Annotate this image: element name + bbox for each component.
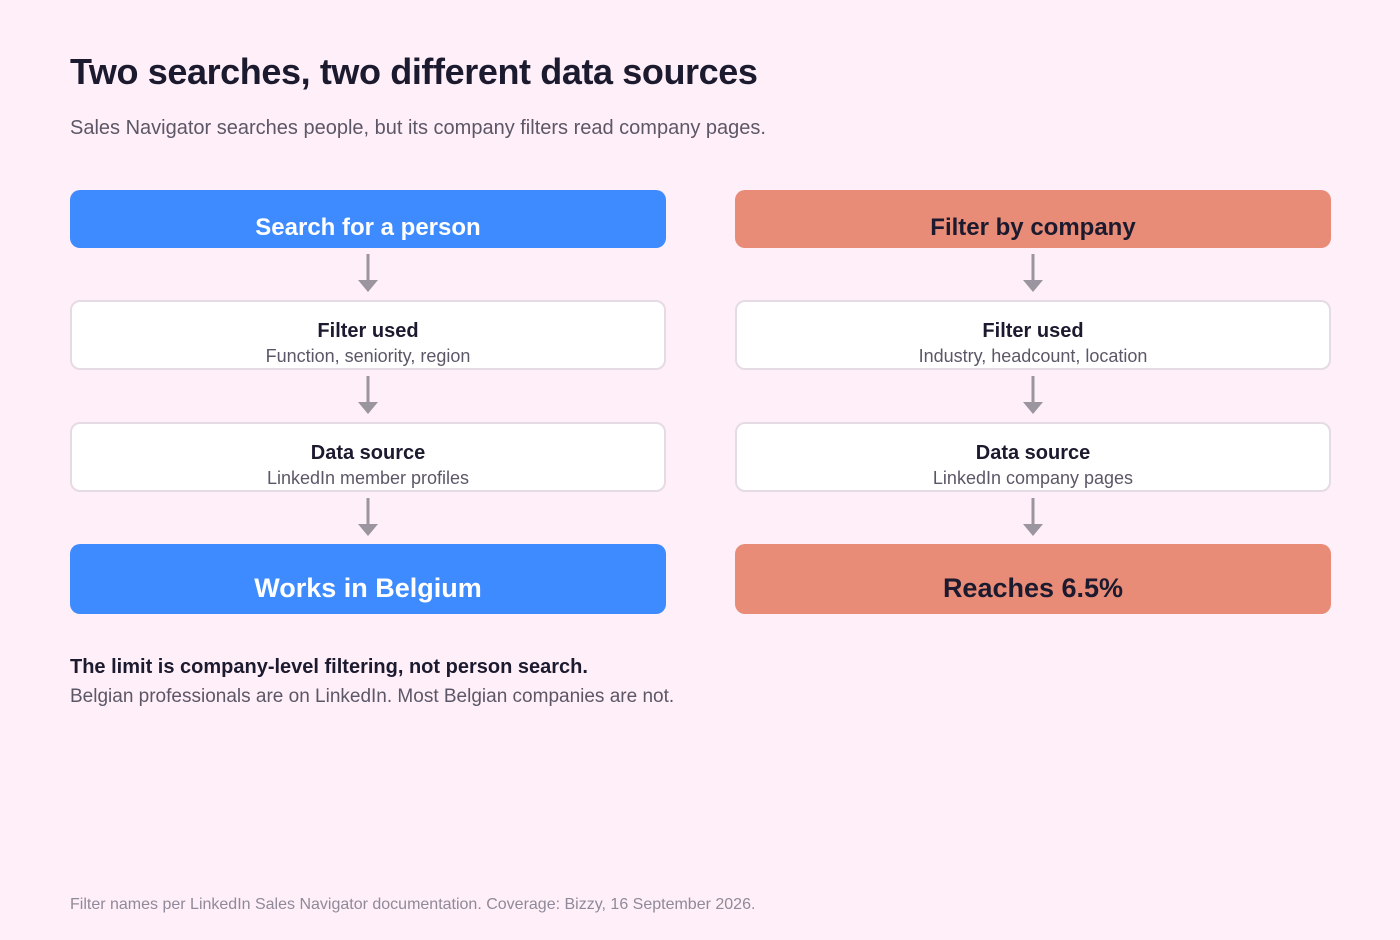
filter-used-label: Filter used — [317, 320, 419, 342]
down-arrow-icon — [70, 248, 666, 300]
person-filter-box: Filter used Function, seniority, region — [70, 300, 666, 370]
company-filter-box: Filter used Industry, headcount, locatio… — [735, 300, 1331, 370]
data-source-value: LinkedIn member profiles — [266, 468, 470, 488]
takeaway-text: Belgian professionals are on LinkedIn. M… — [70, 686, 675, 707]
company-filter-column: Filter by company Filter used Industry, … — [735, 190, 1331, 614]
person-search-column: Search for a person Filter used Function… — [70, 190, 666, 614]
takeaway: The limit is company-level filtering, no… — [70, 654, 674, 710]
down-arrow-icon — [70, 492, 666, 544]
page-title: Two searches, two different data sources — [70, 51, 758, 92]
down-arrow-icon — [70, 370, 666, 422]
down-arrow-icon — [735, 492, 1331, 544]
source-footnote: Filter names per LinkedIn Sales Navigato… — [70, 896, 756, 913]
company-filter-heading: Filter by company — [735, 190, 1331, 248]
takeaway-heading: The limit is company-level filtering, no… — [70, 656, 588, 678]
filter-used-value: Industry, headcount, location — [918, 346, 1148, 366]
data-source-label: Data source — [975, 442, 1091, 464]
person-search-heading: Search for a person — [70, 190, 666, 248]
page-subtitle: Sales Navigator searches people, but its… — [70, 117, 766, 139]
filter-used-value: Function, seniority, region — [265, 346, 471, 366]
down-arrow-icon — [735, 248, 1331, 300]
person-source-box: Data source LinkedIn member profiles — [70, 422, 666, 492]
company-filter-outcome: Reaches 6.5% — [735, 544, 1331, 614]
data-source-label: Data source — [310, 442, 426, 464]
company-source-box: Data source LinkedIn company pages — [735, 422, 1331, 492]
filter-used-label: Filter used — [982, 320, 1084, 342]
down-arrow-icon — [735, 370, 1331, 422]
data-source-value: LinkedIn company pages — [932, 468, 1134, 488]
person-search-outcome: Works in Belgium — [70, 544, 666, 614]
